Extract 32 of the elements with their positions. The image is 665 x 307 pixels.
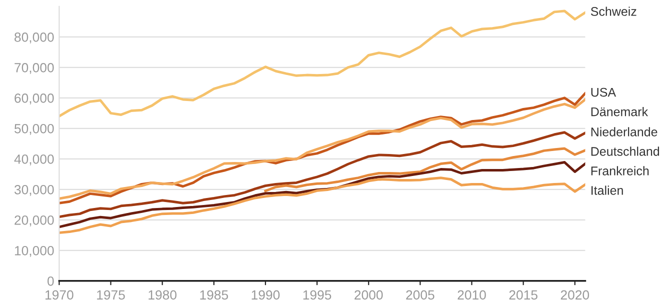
series-label: Niederlande (591, 127, 658, 136)
x-tick-label: 2010 (458, 290, 486, 300)
x-tick-label: 1995 (303, 290, 332, 300)
x-tick-label: 1980 (148, 290, 176, 300)
y-tick-label: 0 (48, 276, 54, 286)
series-label: Frankreich (591, 166, 649, 176)
line-series (59, 10, 586, 118)
x-tick-label: 2000 (354, 290, 383, 300)
y-tick-label: 20,000 (14, 215, 54, 226)
y-tick-label: 50,000 (14, 124, 54, 135)
y-tick-label: 10,000 (14, 246, 54, 257)
x-tick-label: 1990 (252, 290, 280, 300)
line-series (59, 131, 586, 218)
x-tick-label: 1975 (97, 290, 125, 300)
x-tick-label: 2020 (560, 290, 590, 300)
y-tick-label: 70,000 (14, 63, 54, 74)
x-tick-label: 1985 (200, 290, 228, 300)
x-tick-label: 1970 (46, 290, 74, 300)
series-label: Dänemark (591, 107, 648, 116)
y-tick-label: 80,000 (14, 32, 54, 44)
series-label: USA (591, 88, 616, 97)
series-label: Deutschland (591, 146, 660, 156)
series-label: Italien (592, 186, 623, 195)
line-series (264, 147, 586, 192)
line-series (59, 161, 586, 228)
x-tick-label: 2005 (406, 290, 434, 300)
y-tick-label: 60,000 (14, 94, 54, 104)
x-tick-label: 2015 (509, 290, 538, 300)
series-label: Schweiz (590, 6, 636, 16)
line-series (59, 176, 586, 234)
y-tick-label: 40,000 (14, 154, 54, 166)
y-tick-label: 30,000 (14, 184, 54, 196)
